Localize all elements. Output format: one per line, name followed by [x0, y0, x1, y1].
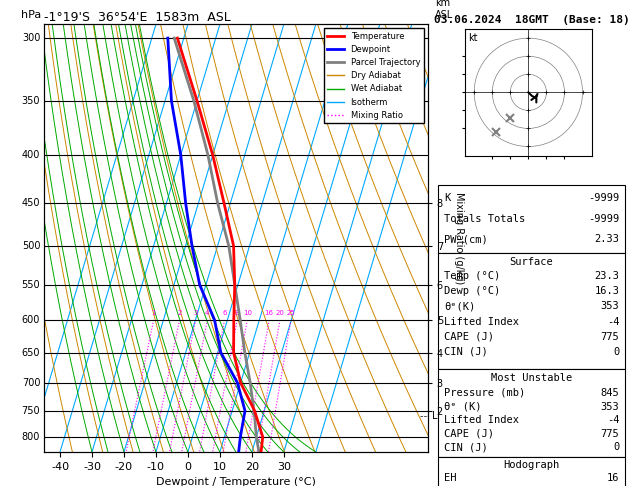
Text: LCL: LCL — [431, 411, 449, 421]
Text: 8: 8 — [235, 310, 240, 316]
Text: 500: 500 — [21, 241, 40, 251]
Text: CIN (J): CIN (J) — [444, 347, 487, 357]
Text: 750: 750 — [21, 406, 40, 416]
Text: 600: 600 — [22, 315, 40, 325]
Text: 1: 1 — [152, 310, 156, 316]
Text: 23.3: 23.3 — [594, 271, 619, 281]
Text: 550: 550 — [21, 279, 40, 290]
Text: PW (cm): PW (cm) — [444, 234, 487, 244]
X-axis label: Dewpoint / Temperature (°C): Dewpoint / Temperature (°C) — [156, 477, 316, 486]
Text: 16: 16 — [607, 473, 619, 483]
FancyBboxPatch shape — [438, 253, 625, 369]
Text: -9999: -9999 — [588, 214, 619, 224]
Text: 450: 450 — [21, 198, 40, 208]
Text: Temp (°C): Temp (°C) — [444, 271, 500, 281]
Text: 0: 0 — [613, 347, 619, 357]
Text: Lifted Index: Lifted Index — [444, 415, 519, 425]
Legend: Temperature, Dewpoint, Parcel Trajectory, Dry Adiabat, Wet Adiabat, Isotherm, Mi: Temperature, Dewpoint, Parcel Trajectory… — [324, 29, 423, 123]
Text: 775: 775 — [601, 429, 619, 439]
Text: 6: 6 — [222, 310, 227, 316]
Text: 353: 353 — [601, 301, 619, 312]
Text: 0: 0 — [613, 442, 619, 452]
Text: 3: 3 — [193, 310, 198, 316]
Text: θᵉ(K): θᵉ(K) — [444, 301, 475, 312]
Text: 775: 775 — [601, 332, 619, 342]
Text: 4: 4 — [205, 310, 209, 316]
Text: CAPE (J): CAPE (J) — [444, 332, 494, 342]
Text: -4: -4 — [607, 316, 619, 327]
Text: Most Unstable: Most Unstable — [491, 373, 572, 383]
Text: 350: 350 — [21, 96, 40, 106]
Text: 03.06.2024  18GMT  (Base: 18): 03.06.2024 18GMT (Base: 18) — [433, 15, 629, 25]
Y-axis label: Mixing Ratio (g/kg): Mixing Ratio (g/kg) — [454, 192, 464, 284]
Text: 700: 700 — [21, 378, 40, 388]
FancyBboxPatch shape — [438, 369, 625, 457]
Text: Totals Totals: Totals Totals — [444, 214, 525, 224]
Text: Pressure (mb): Pressure (mb) — [444, 388, 525, 398]
Text: kt: kt — [468, 33, 477, 43]
Text: Surface: Surface — [509, 257, 554, 267]
Text: CIN (J): CIN (J) — [444, 442, 487, 452]
Text: 845: 845 — [601, 388, 619, 398]
Text: 20: 20 — [276, 310, 284, 316]
Text: 2.33: 2.33 — [594, 234, 619, 244]
FancyBboxPatch shape — [438, 457, 625, 486]
Text: CAPE (J): CAPE (J) — [444, 429, 494, 439]
Text: 650: 650 — [21, 347, 40, 358]
Text: Lifted Index: Lifted Index — [444, 316, 519, 327]
Text: 800: 800 — [22, 432, 40, 442]
Text: 300: 300 — [22, 33, 40, 43]
Text: -4: -4 — [607, 415, 619, 425]
Text: Dewp (°C): Dewp (°C) — [444, 286, 500, 296]
Text: 25: 25 — [287, 310, 295, 316]
Text: -1°19'S  36°54'E  1583m  ASL: -1°19'S 36°54'E 1583m ASL — [44, 11, 231, 24]
Text: hPa: hPa — [21, 10, 42, 20]
Text: 2: 2 — [177, 310, 182, 316]
Text: 10: 10 — [243, 310, 252, 316]
Text: km
ASL: km ASL — [435, 0, 454, 20]
Text: K: K — [444, 193, 450, 203]
Text: -9999: -9999 — [588, 193, 619, 203]
Text: Hodograph: Hodograph — [503, 460, 560, 469]
Text: θᵉ (K): θᵉ (K) — [444, 401, 481, 412]
Text: 16: 16 — [265, 310, 274, 316]
FancyBboxPatch shape — [438, 185, 625, 253]
Text: 16.3: 16.3 — [594, 286, 619, 296]
Text: EH: EH — [444, 473, 456, 483]
Text: 400: 400 — [22, 150, 40, 160]
Text: 353: 353 — [601, 401, 619, 412]
